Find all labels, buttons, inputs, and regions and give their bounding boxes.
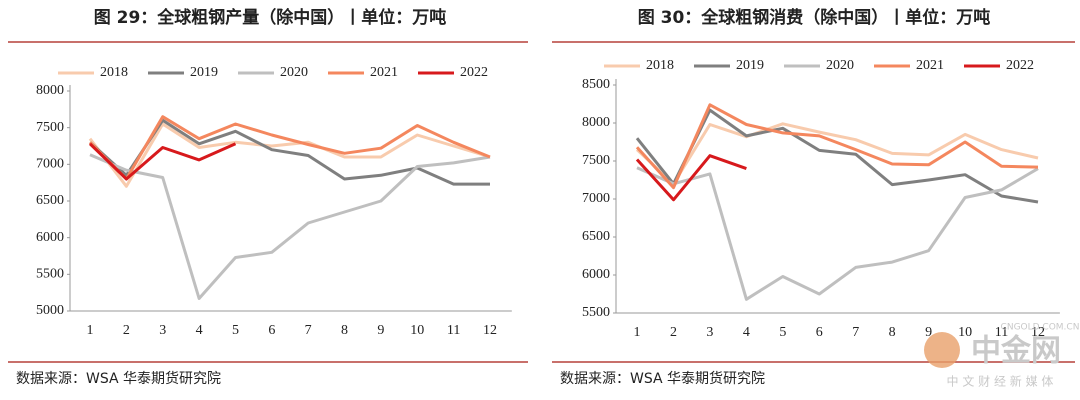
chart-title: 图 29：全球粗钢产量（除中国）丨单位：万吨 xyxy=(94,7,447,28)
x-tick-label: 6 xyxy=(268,323,275,338)
x-tick-label: 5 xyxy=(232,323,239,338)
x-tick-label: 6 xyxy=(816,325,823,340)
y-tick-label: 7500 xyxy=(582,153,610,168)
y-tick-label: 7000 xyxy=(36,157,64,172)
x-tick-label: 2 xyxy=(670,325,677,340)
series-line xyxy=(88,142,237,181)
x-tick-label: 4 xyxy=(743,325,750,340)
y-tick-label: 6000 xyxy=(36,230,64,245)
x-tick-label: 9 xyxy=(377,323,384,338)
x-tick-label: 8 xyxy=(889,325,896,340)
legend-label: 2018 xyxy=(100,65,128,80)
y-tick-label: 5000 xyxy=(36,303,64,318)
x-tick-label: 11 xyxy=(447,323,460,338)
watermark-logo: 中金网 xyxy=(971,334,1061,369)
y-tick-label: 5500 xyxy=(36,267,64,282)
legend-label: 2021 xyxy=(370,65,398,80)
x-tick-label: 3 xyxy=(706,325,713,340)
x-tick-label: 7 xyxy=(305,323,312,338)
legend-label: 2020 xyxy=(826,58,854,73)
watermark-icon xyxy=(924,332,960,368)
chart-title: 图 30：全球粗钢消费（除中国）丨单位：万吨 xyxy=(638,7,991,28)
x-tick-label: 11 xyxy=(995,325,1008,340)
y-tick-label: 5500 xyxy=(582,305,610,320)
y-tick-label: 6500 xyxy=(582,229,610,244)
x-tick-label: 5 xyxy=(779,325,786,340)
legend-label: 2022 xyxy=(460,65,488,80)
y-tick-label: 7500 xyxy=(36,120,64,135)
watermark-slogan: 中 文 财 经 新 媒 体 xyxy=(947,374,1054,389)
source-note: 数据来源：WSA 华泰期货研究院 xyxy=(16,370,221,387)
legend-label: 2020 xyxy=(280,65,308,80)
x-tick-label: 4 xyxy=(196,323,203,338)
x-tick-label: 12 xyxy=(483,323,497,338)
y-tick-label: 6000 xyxy=(582,267,610,282)
source-note: 数据来源：WSA 华泰期货研究院 xyxy=(560,370,765,387)
y-tick-label: 8000 xyxy=(582,115,610,130)
legend-label: 2021 xyxy=(916,58,944,73)
x-tick-label: 10 xyxy=(958,325,972,340)
series-line xyxy=(635,108,1039,204)
y-tick-label: 8500 xyxy=(582,77,610,92)
x-tick-label: 12 xyxy=(1031,325,1045,340)
y-tick-label: 6500 xyxy=(36,193,64,208)
legend-label: 2018 xyxy=(646,58,674,73)
legend-label: 2019 xyxy=(190,65,218,80)
legend-label: 2019 xyxy=(736,58,764,73)
series-line xyxy=(88,115,491,181)
watermark: 中金网 CNGOLD.COM.CN 中 文 财 经 新 媒 体 xyxy=(924,323,1079,389)
legend-label: 2022 xyxy=(1006,58,1034,73)
watermark-site: CNGOLD.COM.CN xyxy=(1001,323,1080,333)
y-tick-label: 7000 xyxy=(582,191,610,206)
x-tick-label: 9 xyxy=(925,325,932,340)
x-tick-label: 10 xyxy=(410,323,424,338)
series-line xyxy=(635,103,1039,190)
x-tick-label: 8 xyxy=(341,323,348,338)
series-line xyxy=(636,166,1039,301)
x-tick-label: 2 xyxy=(123,323,130,338)
series-line xyxy=(635,122,1039,186)
series-line xyxy=(89,153,491,300)
x-tick-label: 7 xyxy=(852,325,859,340)
series-line xyxy=(635,154,747,202)
x-tick-label: 3 xyxy=(159,323,166,338)
y-tick-label: 8000 xyxy=(36,83,64,98)
x-tick-label: 1 xyxy=(87,323,94,338)
x-tick-label: 1 xyxy=(634,325,641,340)
series-line xyxy=(88,122,491,188)
